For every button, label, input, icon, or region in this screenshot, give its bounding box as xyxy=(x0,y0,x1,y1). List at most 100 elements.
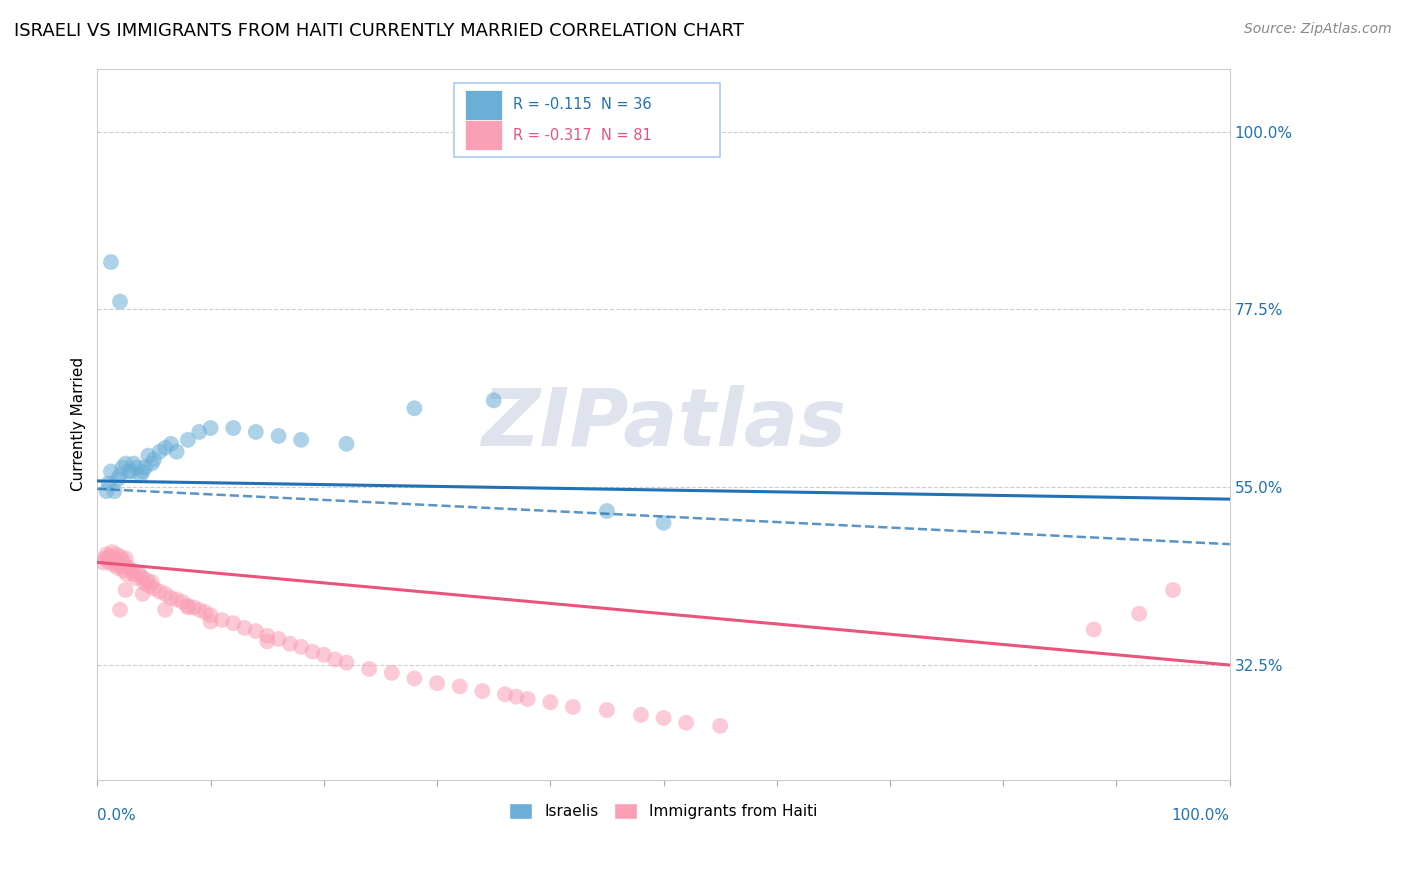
Point xyxy=(505,690,527,704)
Point xyxy=(111,460,134,475)
Text: ISRAELI VS IMMIGRANTS FROM HAITI CURRENTLY MARRIED CORRELATION CHART: ISRAELI VS IMMIGRANTS FROM HAITI CURRENT… xyxy=(14,22,744,40)
Point xyxy=(141,575,163,590)
Point xyxy=(160,437,183,451)
Point xyxy=(104,555,127,569)
Point xyxy=(96,548,118,562)
Point xyxy=(97,555,120,569)
Legend: Israelis, Immigrants from Haiti: Israelis, Immigrants from Haiti xyxy=(503,797,824,825)
Y-axis label: Currently Married: Currently Married xyxy=(72,357,86,491)
Point xyxy=(108,468,131,483)
Point xyxy=(107,472,129,486)
Point xyxy=(516,692,538,706)
Point xyxy=(177,599,200,613)
Point xyxy=(256,634,278,648)
Point xyxy=(114,582,136,597)
Point xyxy=(596,504,619,518)
Point xyxy=(290,433,312,447)
FancyBboxPatch shape xyxy=(465,120,502,150)
Point xyxy=(359,662,381,676)
Point xyxy=(652,711,675,725)
Point xyxy=(100,255,122,269)
Point xyxy=(155,441,177,455)
Point xyxy=(149,584,172,599)
Point xyxy=(96,484,118,499)
Point xyxy=(125,571,148,585)
Point xyxy=(155,587,177,601)
Point xyxy=(103,558,125,572)
Point xyxy=(96,551,118,566)
Point xyxy=(112,563,135,577)
Point xyxy=(222,421,245,435)
Point xyxy=(166,444,188,458)
Point xyxy=(177,433,200,447)
Point xyxy=(122,457,145,471)
Point xyxy=(183,600,205,615)
Point xyxy=(630,707,652,722)
Point xyxy=(267,632,290,646)
Point xyxy=(129,568,152,582)
Point xyxy=(323,652,346,666)
Point xyxy=(120,465,142,479)
Point xyxy=(98,549,121,564)
Point xyxy=(426,676,449,690)
Point xyxy=(200,615,222,629)
Point xyxy=(103,551,125,566)
Point xyxy=(110,559,132,574)
Point xyxy=(188,425,211,439)
Point xyxy=(177,600,200,615)
Point xyxy=(143,452,166,467)
FancyBboxPatch shape xyxy=(454,83,720,157)
Point xyxy=(108,603,131,617)
Point xyxy=(160,591,183,605)
Point xyxy=(108,555,131,569)
Point xyxy=(312,648,335,662)
Point xyxy=(1083,623,1105,637)
Point xyxy=(211,613,233,627)
FancyBboxPatch shape xyxy=(465,90,502,120)
Point xyxy=(652,516,675,530)
Point xyxy=(596,703,619,717)
Point xyxy=(200,421,222,435)
Point xyxy=(222,616,245,631)
Point xyxy=(404,401,426,416)
Point xyxy=(301,645,323,659)
Point xyxy=(675,715,697,730)
Point xyxy=(267,429,290,443)
Point xyxy=(141,457,163,471)
Point xyxy=(256,629,278,643)
Point xyxy=(149,444,172,458)
Point xyxy=(122,567,145,582)
Point xyxy=(404,672,426,686)
Text: 0.0%: 0.0% xyxy=(97,808,136,823)
Point xyxy=(129,468,152,483)
Point xyxy=(245,425,267,439)
Text: R = -0.317  N = 81: R = -0.317 N = 81 xyxy=(513,128,651,143)
Point xyxy=(194,605,217,619)
Text: 100.0%: 100.0% xyxy=(1171,808,1230,823)
Point xyxy=(103,484,125,499)
Point xyxy=(120,563,142,577)
Point xyxy=(233,621,256,635)
Point xyxy=(118,465,141,479)
Point xyxy=(115,567,138,582)
Point xyxy=(471,684,494,698)
Point xyxy=(91,555,114,569)
Point xyxy=(114,551,136,566)
Point xyxy=(188,603,211,617)
Point xyxy=(381,665,404,680)
Point xyxy=(1161,582,1184,597)
Point xyxy=(134,576,156,591)
Point xyxy=(105,548,128,562)
Point xyxy=(107,561,129,575)
Point xyxy=(101,545,124,559)
Point xyxy=(100,553,122,567)
Point xyxy=(134,460,156,475)
Point xyxy=(335,437,357,451)
Point xyxy=(538,695,561,709)
Point xyxy=(166,592,188,607)
Point xyxy=(335,656,357,670)
Point xyxy=(278,637,301,651)
Point xyxy=(111,553,134,567)
Point xyxy=(138,579,160,593)
Point xyxy=(200,608,222,623)
